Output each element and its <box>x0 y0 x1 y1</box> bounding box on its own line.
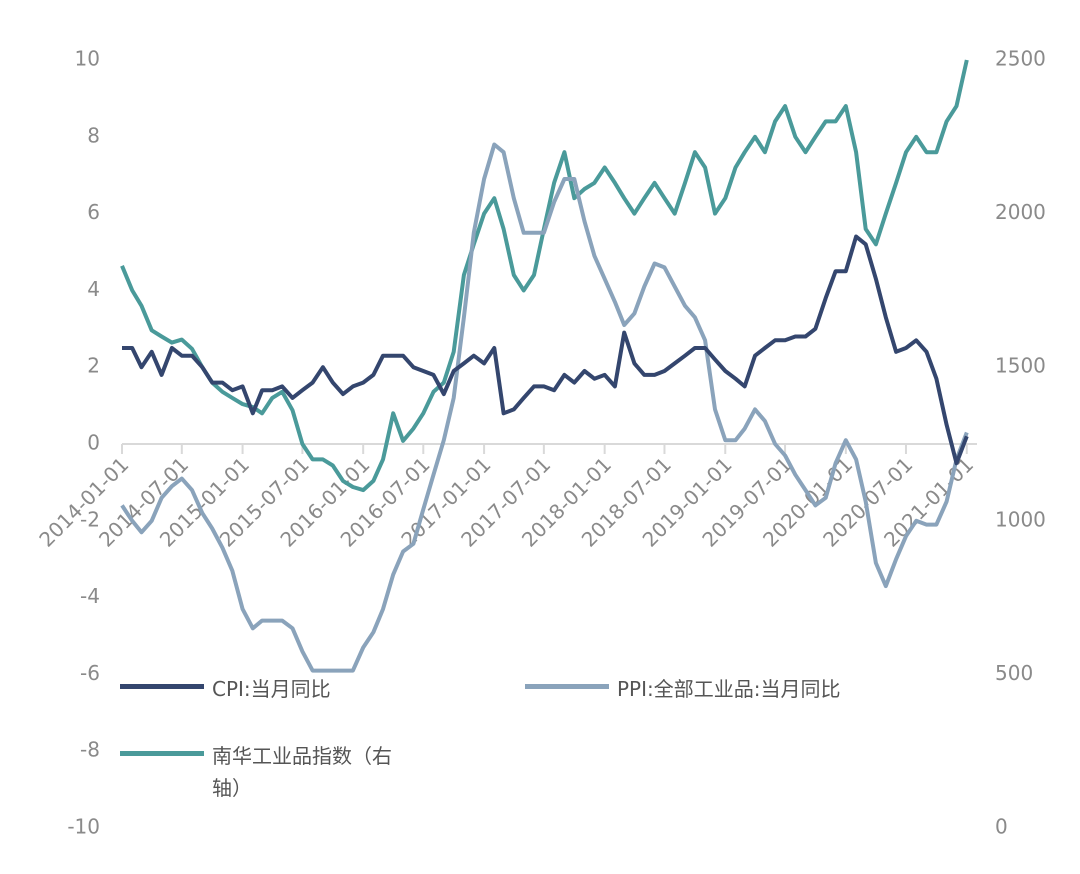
legend-swatch <box>120 684 204 689</box>
y2-tick-label: 1000 <box>995 507 1046 531</box>
y-tick-label: 0 <box>87 431 100 455</box>
series-line <box>122 234 969 466</box>
y-tick-label: -10 <box>67 815 100 839</box>
legend-swatch <box>120 751 204 756</box>
y2-tick-label: 2500 <box>995 47 1046 71</box>
legend-item: PPI:全部工业品:当月同比 <box>525 673 997 705</box>
y-tick-label: 2 <box>87 354 100 378</box>
series-line <box>120 59 969 493</box>
y-tick-label: -2 <box>80 507 100 531</box>
y-tick-label: 6 <box>87 200 100 224</box>
legend-label: 南华工业品指数（右轴） <box>212 744 392 800</box>
y-tick-label: -6 <box>80 661 100 685</box>
y-tick-label: -8 <box>80 738 100 762</box>
y-tick-label: 8 <box>87 123 100 147</box>
legend-label: PPI:全部工业品:当月同比 <box>617 677 841 701</box>
series-line <box>120 142 969 673</box>
legend-item: 南华工业品指数（右轴） <box>120 740 412 804</box>
y2-tick-label: 500 <box>995 661 1033 685</box>
y2-tick-label: 2000 <box>995 200 1046 224</box>
legend-swatch <box>525 684 609 689</box>
legend-label: CPI:当月同比 <box>212 677 331 701</box>
legend-item: CPI:当月同比 <box>120 673 592 705</box>
y-tick-label: -4 <box>80 584 100 608</box>
y-tick-label: 10 <box>75 47 100 71</box>
y2-tick-label: 0 <box>995 815 1008 839</box>
y2-tick-label: 1500 <box>995 354 1046 378</box>
y-tick-label: 4 <box>87 277 100 301</box>
